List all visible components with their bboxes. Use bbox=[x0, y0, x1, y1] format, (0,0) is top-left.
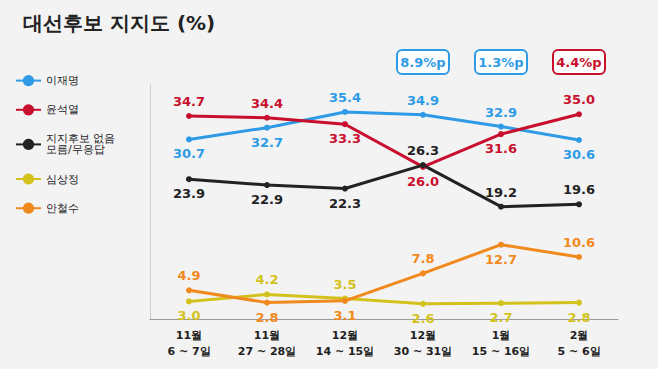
svg-text:3.5: 3.5 bbox=[333, 277, 356, 292]
svg-text:3.1: 3.1 bbox=[333, 308, 356, 323]
svg-text:11월: 11월 bbox=[176, 329, 202, 342]
svg-text:14 ~ 15일: 14 ~ 15일 bbox=[316, 345, 375, 358]
svg-text:35.0: 35.0 bbox=[563, 92, 595, 107]
svg-text:4.4%p: 4.4%p bbox=[556, 55, 601, 70]
svg-text:32.7: 32.7 bbox=[251, 135, 283, 150]
svg-text:2.8: 2.8 bbox=[567, 310, 590, 325]
svg-text:2.6: 2.6 bbox=[411, 311, 434, 326]
svg-text:12.7: 12.7 bbox=[485, 252, 517, 267]
svg-text:4.9: 4.9 bbox=[177, 268, 200, 283]
svg-text:30.7: 30.7 bbox=[173, 146, 205, 161]
svg-text:22.9: 22.9 bbox=[251, 192, 283, 207]
svg-text:23.9: 23.9 bbox=[173, 186, 205, 201]
svg-text:3.0: 3.0 bbox=[177, 308, 200, 323]
svg-text:11월: 11월 bbox=[254, 329, 280, 342]
svg-text:이재명: 이재명 bbox=[46, 74, 79, 87]
svg-text:35.4: 35.4 bbox=[329, 90, 361, 105]
svg-text:6 ~ 7일: 6 ~ 7일 bbox=[167, 345, 210, 358]
svg-text:1월: 1월 bbox=[492, 329, 511, 342]
svg-text:모름/무응답: 모름/무응답 bbox=[46, 143, 105, 156]
svg-text:지지후보 없음: 지지후보 없음 bbox=[46, 132, 116, 146]
svg-text:31.6: 31.6 bbox=[485, 141, 517, 156]
svg-text:2.8: 2.8 bbox=[255, 310, 278, 325]
svg-text:4.2: 4.2 bbox=[255, 272, 278, 287]
svg-text:27 ~ 28일: 27 ~ 28일 bbox=[238, 345, 297, 358]
svg-text:34.7: 34.7 bbox=[173, 94, 205, 109]
svg-text:22.3: 22.3 bbox=[329, 196, 361, 211]
svg-text:30 ~ 31일: 30 ~ 31일 bbox=[394, 345, 453, 358]
svg-text:12월: 12월 bbox=[332, 329, 358, 342]
svg-text:19.2: 19.2 bbox=[485, 185, 517, 200]
svg-text:33.3: 33.3 bbox=[329, 131, 361, 146]
svg-text:5 ~ 6일: 5 ~ 6일 bbox=[557, 345, 600, 358]
svg-text:12월: 12월 bbox=[410, 329, 436, 342]
svg-text:심상정: 심상정 bbox=[46, 173, 79, 186]
svg-text:34.9: 34.9 bbox=[407, 93, 439, 108]
svg-text:10.6: 10.6 bbox=[563, 235, 595, 250]
svg-text:2월: 2월 bbox=[570, 329, 589, 342]
svg-text:19.6: 19.6 bbox=[563, 182, 595, 197]
svg-text:대선후보 지지도 (%): 대선후보 지지도 (%) bbox=[23, 11, 215, 35]
svg-text:1.3%p: 1.3%p bbox=[478, 55, 523, 70]
svg-text:7.8: 7.8 bbox=[411, 251, 434, 266]
svg-text:15 ~ 16일: 15 ~ 16일 bbox=[472, 345, 531, 358]
svg-text:26.0: 26.0 bbox=[407, 174, 439, 189]
svg-text:32.9: 32.9 bbox=[485, 105, 517, 120]
svg-text:26.3: 26.3 bbox=[407, 143, 439, 158]
svg-text:안철수: 안철수 bbox=[46, 202, 79, 215]
svg-text:8.9%p: 8.9%p bbox=[400, 55, 445, 70]
svg-text:34.4: 34.4 bbox=[251, 96, 283, 111]
svg-text:윤석열: 윤석열 bbox=[46, 103, 79, 116]
svg-text:2.7: 2.7 bbox=[489, 310, 512, 325]
svg-text:30.6: 30.6 bbox=[563, 147, 595, 162]
